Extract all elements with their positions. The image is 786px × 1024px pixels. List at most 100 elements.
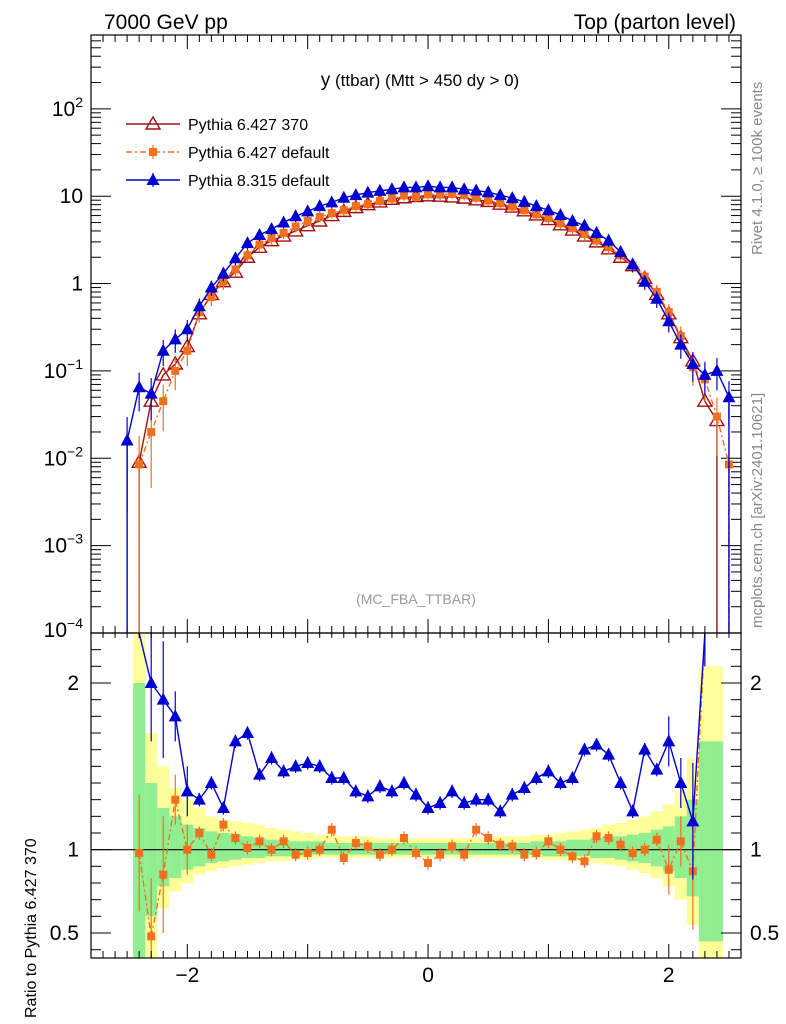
band-inner-bin (578, 839, 591, 857)
data-point (505, 191, 519, 204)
data-point (517, 194, 531, 207)
legend-label: Pythia 8.315 default (188, 173, 330, 190)
data-point (373, 779, 387, 792)
data-point (375, 850, 384, 859)
ratio-axes: −2 0 2 0.5 0.5 1 1 2 2 (50, 633, 779, 987)
data-point (204, 280, 218, 293)
data-point (228, 734, 242, 747)
band-inner-bin (422, 843, 435, 855)
data-point (361, 789, 375, 802)
data-point (674, 776, 688, 788)
data-point (505, 787, 519, 800)
data-point (255, 837, 264, 846)
data-point (192, 792, 206, 805)
data-point (180, 322, 194, 335)
data-point (146, 173, 160, 185)
data-point (421, 179, 435, 192)
data-point (327, 825, 336, 834)
data-point (674, 337, 688, 350)
data-point (472, 825, 481, 834)
data-point (385, 182, 399, 195)
y-tick-label: 1 (71, 273, 83, 296)
data-point (556, 219, 565, 228)
data-point (436, 190, 445, 199)
data-point (481, 185, 495, 198)
data-point (484, 196, 493, 205)
data-point (279, 228, 288, 237)
y-tick-label: 1 (750, 839, 762, 862)
data-point (604, 243, 613, 252)
data-point (686, 356, 700, 369)
band-inner-bin (169, 816, 182, 878)
data-point (135, 460, 144, 469)
data-point (277, 215, 291, 228)
data-point (712, 412, 721, 421)
data-point (496, 199, 505, 208)
data-point (493, 188, 507, 201)
data-point (315, 845, 324, 854)
y-tick-label: 2 (67, 672, 79, 695)
data-point (279, 837, 288, 846)
data-point (409, 180, 423, 193)
data-point (541, 203, 555, 216)
y-tick-label: 10−3 (44, 531, 84, 558)
data-point (192, 299, 206, 312)
data-point (183, 845, 192, 854)
y-tick-label: 10−4 (44, 615, 84, 642)
y-tick-label: 10−2 (44, 443, 84, 470)
data-point (195, 829, 204, 837)
band-inner-bin (325, 843, 338, 855)
data-point (204, 776, 218, 788)
y-tick-label: 0.5 (750, 922, 779, 945)
mcplots-label: mcplots.cern.ch [arXiv:2401.10621] (749, 393, 766, 628)
data-point (541, 764, 555, 777)
data-point (710, 363, 724, 376)
data-point (565, 214, 579, 227)
data-point (696, 392, 714, 407)
data-point (662, 734, 676, 747)
data-point (315, 212, 324, 221)
data-point (460, 850, 469, 859)
data-point (553, 776, 567, 788)
data-point (412, 192, 420, 201)
data-point (616, 840, 625, 849)
data-point (580, 229, 589, 238)
data-point (412, 849, 420, 857)
data-point (385, 784, 399, 797)
legend-label: Pythia 6.427 default (188, 145, 330, 162)
y-tick-label: 10−1 (44, 356, 84, 383)
data-point (301, 756, 315, 768)
main-title-rest: (ttbar) (Mtt > 450 dy > 0) (335, 71, 519, 90)
data-point (517, 781, 531, 793)
data-point (120, 433, 134, 446)
data-point (469, 792, 483, 805)
data-point (520, 206, 529, 215)
series-line (138, 193, 730, 633)
data-point (457, 796, 471, 808)
data-point (722, 390, 736, 403)
data-point (387, 845, 396, 854)
x-tick-label: 0 (422, 964, 434, 987)
legend: Pythia 6.427 370 Pythia 6.427 default Pyth… (126, 115, 330, 190)
data-point (544, 837, 553, 846)
data-point (243, 844, 252, 852)
data-point (602, 747, 616, 760)
data-point (313, 759, 327, 772)
data-point (532, 210, 541, 219)
band-inner-bin (337, 843, 350, 855)
legend-label: Pythia 6.427 370 (188, 117, 308, 134)
data-point (424, 859, 433, 867)
ratio-series-0 (135, 632, 706, 958)
data-point (664, 308, 673, 317)
data-point (532, 849, 541, 857)
data-point (421, 801, 435, 813)
data-point (553, 207, 567, 220)
data-point (614, 776, 628, 788)
data-point (337, 771, 351, 783)
y-tick-label: 10 (60, 185, 83, 208)
data-point (592, 832, 601, 841)
main-title: y (ttbar) (Mtt > 450 dy > 0) (321, 70, 519, 91)
data-point (565, 771, 579, 783)
data-point (433, 796, 447, 808)
data-point (147, 932, 156, 941)
